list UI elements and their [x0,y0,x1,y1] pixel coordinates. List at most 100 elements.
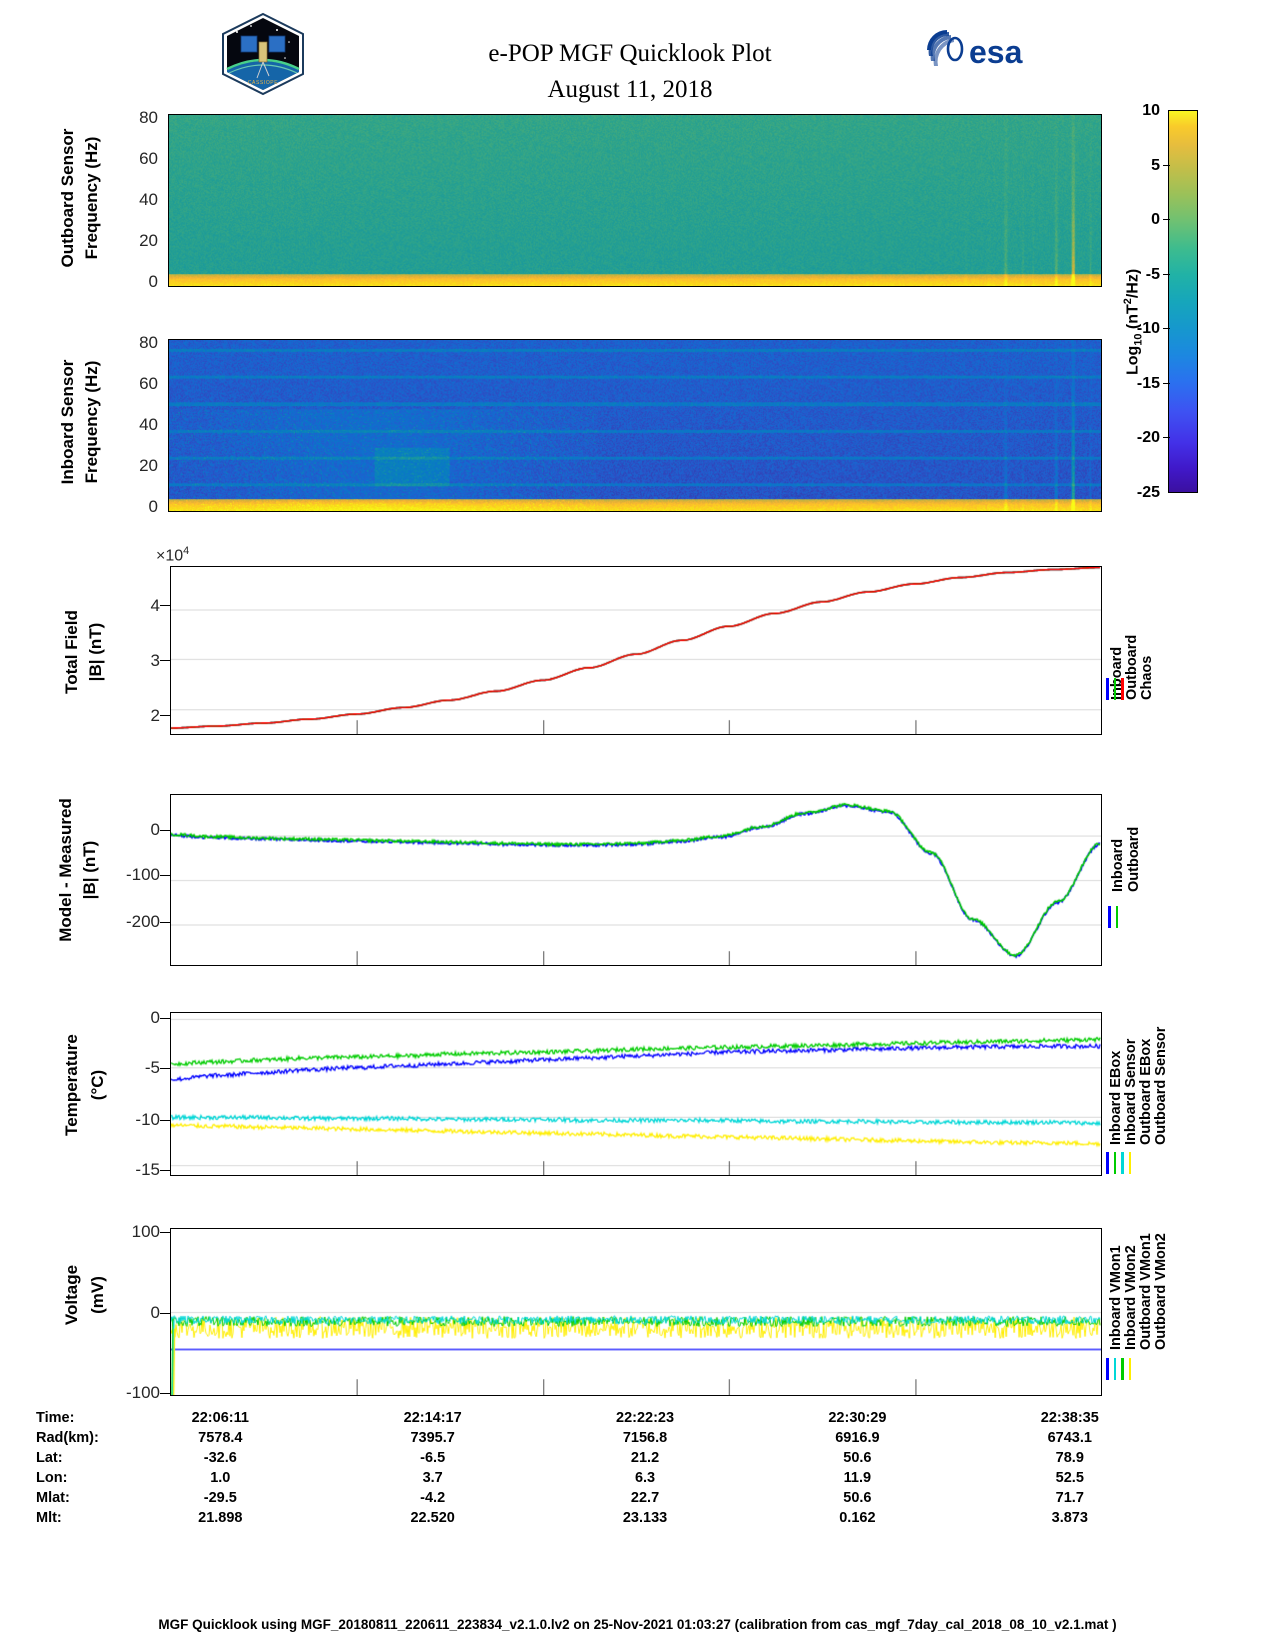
model-measured-ytick--100: -100 [125,865,160,884]
row-value: 6916.9 [835,1430,880,1446]
inboard-ytick-20: 20 [139,456,158,475]
temperature-legend-swatches [1106,1152,1131,1174]
model-measured-legend-labels: Outboard [1126,827,1142,892]
row-value: 21.898 [198,1510,243,1526]
legend-item-outboard: Outboard [1124,634,1140,700]
row-value: 3.7 [422,1470,443,1486]
row-value: 78.9 [1055,1450,1084,1466]
model-measured-legend-labels: Inboard [1110,839,1126,892]
row-label: Mlat: [36,1490,70,1506]
total-field-legend-labels: Outboard [1124,635,1140,700]
temperature-legend-labels: Outboard EBox [1138,1039,1154,1145]
legend-item-inboard-ebox: Inboard EBox [1108,1050,1124,1145]
svg-text:CASSIOPE: CASSIOPE [248,80,278,86]
swatch-inboard-ebox [1106,1152,1109,1174]
total-field-tickmark [160,605,170,607]
outboard-spectrogram-ylabel-line2: Frequency (Hz) [82,136,101,260]
outboard-ytick-20: 20 [139,231,158,250]
inboard-spectrogram-ylabel-line2: Frequency (Hz) [82,360,101,484]
inboard-spectrogram-ylabel-line1: Inboard Sensor [58,359,77,485]
swatch-outboard-ebox [1121,1152,1124,1174]
colorbar-tick--25: -25 [1136,484,1160,501]
legend-item-inboard-vmon1: Inboard VMon1 [1108,1245,1124,1350]
row-value: 22:06:11 [191,1410,249,1426]
temperature-ylabel-line1: Temperature [62,1034,81,1136]
row-value: 52.5 [1055,1470,1084,1486]
total-field-ytick-4: 4 [150,596,160,615]
colorbar-tick-0: 0 [1151,211,1160,228]
voltage-tickmark [160,1232,170,1234]
model-measured-tickmark [160,875,170,877]
table-row: Lat: -32.6 -6.5 21.2 50.6 78.9 [36,1448,1176,1468]
row-label: Lat: [36,1450,63,1466]
outboard-spectrogram-ylabel-line1: Outboard Sensor [58,128,77,268]
voltage-plot [170,1228,1102,1396]
voltage-legend-swatches [1106,1358,1131,1380]
row-label: Mlt: [36,1510,62,1526]
ephemeris-table: Time: 22:06:11 22:14:17 22:22:23 22:30:29 22:… [0,1408,1275,1528]
row-value: 22:14:17 [403,1410,462,1426]
swatch-inboard [1106,678,1109,700]
model-measured-ylabel-line2: |B| (nT) [80,840,99,900]
total-field-legend-labels: Chaos [1139,656,1155,700]
footer-caption: MGF Quicklook using MGF_20180811_220611_… [158,1617,1117,1632]
colorbar-axis-label: Log10 (nT2/Hz) [1122,269,1145,375]
inboard-ytick-60: 60 [139,374,158,393]
row-value: 71.7 [1055,1490,1084,1506]
row-value: 22:22:23 [616,1410,675,1426]
exp-power: 4 [183,545,190,557]
row-value: 7156.8 [622,1430,668,1446]
colorbar-label-prefix: Log [1124,345,1142,375]
model-measured-ylabel-line1: Model - Measured [56,798,75,942]
row-value: 7395.7 [410,1430,455,1446]
row-value: 22.7 [630,1490,660,1506]
swatch-outboard [1113,678,1116,700]
total-field-ytick-3: 3 [150,651,160,670]
temperature-legend-labels: Inboard Sensor [1123,1039,1139,1145]
total-field-tickmark [160,715,170,717]
swatch-outboard-vmon2 [1128,1358,1131,1380]
table-row: Rad(km): 7578.4 7395.7 7156.8 6916.9 6743.1 [36,1428,1176,1448]
row-label: Lon: [36,1470,68,1486]
temperature-tickmark [160,1018,170,1020]
voltage-legend-labels: Inboard VMon2 [1123,1245,1139,1350]
legend-item-chaos: Chaos [1139,655,1155,700]
outboard-ytick-80: 80 [139,108,158,127]
outboard-ytick-40: 40 [139,190,158,209]
table-row: Lon: 1.0 3.7 6.3 11.9 52.5 [36,1468,1176,1488]
esa-logo: esa [927,30,1023,70]
title-line-1: e-POP MGF Quicklook Plot [488,40,772,67]
row-value: 50.6 [843,1490,872,1506]
swatch-inboard [1108,906,1111,928]
row-value: 7578.4 [198,1430,243,1446]
legend-item-outboard-vmon1: Outboard VMon1 [1138,1233,1154,1350]
swatch-inboard-sensor [1113,1152,1116,1174]
outboard-spectrogram-plot [168,114,1102,287]
swatch-inboard-vmon2 [1113,1358,1116,1380]
swatch-outboard-sensor [1128,1152,1131,1174]
voltage-ytick-100: 100 [131,1222,160,1241]
total-field-legend-swatches [1106,678,1124,700]
temperature-legend-labels: Outboard Sensor [1153,1027,1169,1145]
model-measured-tickmark [160,830,170,832]
row-value: -6.5 [420,1450,446,1466]
legend-item-inboard-vmon2: Inboard VMon2 [1123,1245,1139,1350]
model-measured-legend-swatches [1108,906,1118,928]
row-value: 22:38:35 [1040,1410,1099,1426]
model-measured-ytick--200: -200 [125,912,160,931]
inboard-ytick-40: 40 [139,415,158,434]
row-value: 21.2 [630,1450,660,1466]
inboard-spectrogram-plot [168,339,1102,512]
page-header: CASSIOPE esa e-POP MGF Quicklook Plot Au… [0,0,1275,108]
table-row: Time: 22:06:11 22:14:17 22:22:23 22:30:29 22:… [36,1408,1176,1428]
title-line-2: August 11, 2018 [547,76,713,103]
colorbar-tickmark [1163,437,1170,439]
row-value: 23.133 [622,1510,668,1526]
swatch-outboard-vmon1 [1121,1358,1124,1380]
total-field-plot [170,566,1102,735]
row-value: 6.3 [634,1470,656,1486]
row-value: -32.6 [203,1450,237,1466]
temperature-tickmark [160,1120,170,1122]
row-value: 0.162 [839,1510,876,1526]
colorbar-tick--10: -10 [1136,320,1160,337]
